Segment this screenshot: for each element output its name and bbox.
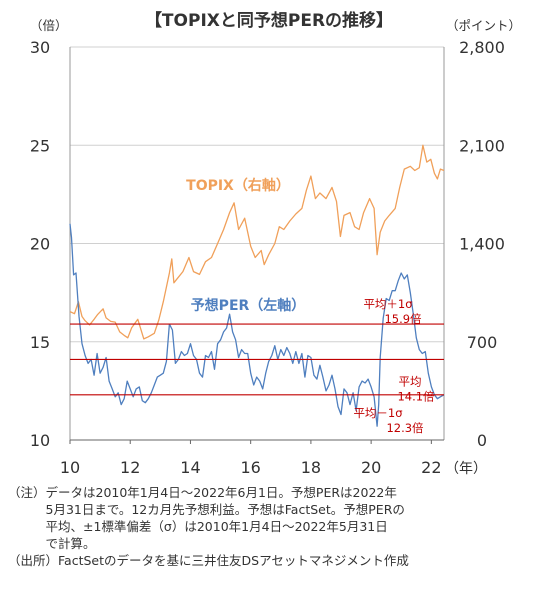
left-tick-label: 10 — [30, 431, 50, 450]
right-tick-label: 2,800 — [459, 38, 505, 57]
x-tick-label: 12 — [120, 458, 140, 477]
x-tick-label: 18 — [301, 458, 321, 477]
right-tick-label: 1,400 — [459, 235, 505, 254]
reference-label-bottom: 14.1倍 — [397, 389, 435, 403]
x-tick-label: 10 — [60, 458, 80, 477]
right-tick-label: 2,100 — [459, 136, 505, 155]
note-line: 5月31日まで。12カ月先予想利益。予想はFactSet。予想PERの — [8, 502, 405, 517]
left-tick-label: 30 — [30, 38, 50, 57]
left-tick-label: 25 — [30, 136, 50, 155]
left-axis-unit: （倍） — [30, 18, 68, 33]
reference-label-bottom: 12.3倍 — [386, 421, 424, 435]
x-tick-label: 16 — [240, 458, 260, 477]
chart-title: 【TOPIXと同予想PERの推移】 — [144, 11, 394, 31]
reference-label-top: 平均－1σ — [353, 406, 402, 420]
series-label-topix: TOPIX（右軸） — [186, 177, 290, 194]
note-line: 平均、±1標準偏差（σ）は2010年1月4日～2022年5月31日 — [8, 519, 388, 534]
reference-label-top: 平均 — [399, 374, 422, 388]
x-tick-label: 20 — [361, 458, 381, 477]
note-line: （注）データは2010年1月4日～2022年6月1日。予想PERは2022年 — [8, 485, 397, 500]
x-tick-label: 22 — [421, 458, 441, 477]
series-label-per: 予想PER（左軸） — [191, 297, 306, 314]
reference-label-top: 平均＋1σ — [363, 297, 412, 311]
right-axis-unit: （ポイント） — [446, 18, 522, 33]
right-tick-label: 700 — [467, 333, 498, 352]
right-tick-label: 0 — [477, 431, 487, 450]
chart-plot: 10 0 15 700 20 1,400 25 2,100 30 2,800 10 12 14 16 18 2… — [30, 38, 505, 477]
left-tick-label: 15 — [30, 333, 50, 352]
series-line — [69, 144, 445, 340]
series-line — [69, 223, 445, 427]
reference-label-bottom: 15.9倍 — [384, 312, 422, 326]
note-line: で計算。 — [8, 536, 96, 551]
left-tick-label: 20 — [30, 235, 50, 254]
x-tick-label: 14 — [180, 458, 200, 477]
footnotes: （注）データは2010年1月4日～2022年6月1日。予想PERは2022年 5… — [8, 484, 536, 569]
note-line: （出所）FactSetのデータを基に三井住友DSアセットマネジメント作成 — [8, 553, 409, 568]
x-axis-unit: （年） — [445, 461, 487, 477]
